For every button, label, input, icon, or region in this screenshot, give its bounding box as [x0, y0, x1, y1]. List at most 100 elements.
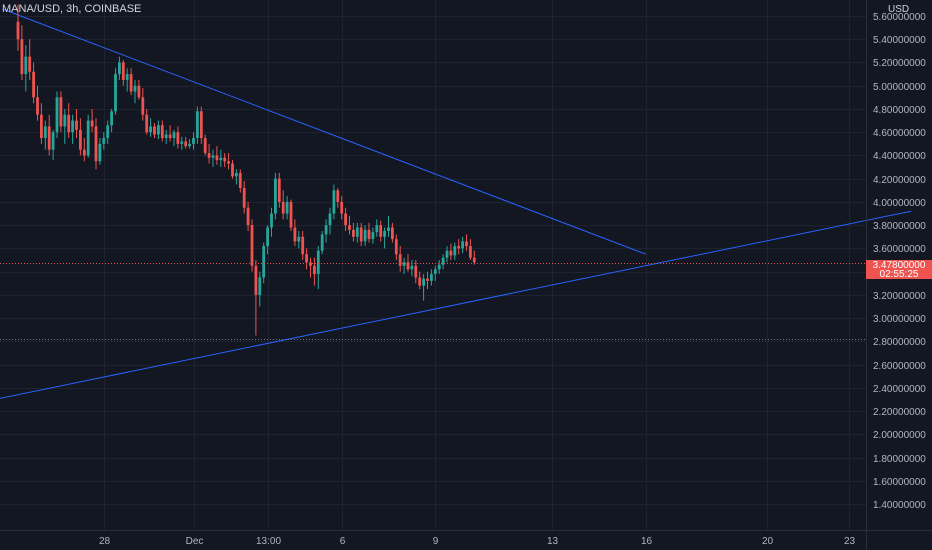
candle-body: [430, 273, 433, 281]
candle-body: [305, 254, 308, 263]
candle-body: [274, 178, 277, 214]
candle-body: [36, 97, 39, 115]
candle-body: [114, 74, 117, 112]
trendline: [2, 8, 647, 255]
candle-body: [67, 114, 71, 133]
candle-body: [164, 134, 168, 139]
candle-body: [133, 85, 137, 92]
y-tick-label: 2.00000000: [873, 430, 926, 441]
candle-body: [457, 246, 461, 249]
candle-body: [433, 269, 437, 274]
candle-body: [90, 120, 94, 127]
candle-body: [157, 125, 160, 135]
candle-body: [293, 227, 297, 242]
candle-body: [426, 278, 429, 281]
candle-body: [125, 74, 129, 80]
candle-body: [262, 246, 266, 278]
candle-body: [398, 254, 402, 266]
symbol-title[interactable]: MANA/USD, 3h, COINBASE: [2, 3, 142, 15]
candle-body: [422, 278, 425, 286]
candle-body: [336, 190, 340, 202]
candle-body: [313, 265, 316, 274]
x-tick-label: 6: [340, 536, 346, 547]
candle-body: [238, 172, 242, 188]
candle-body: [254, 265, 258, 295]
candle-body: [445, 250, 449, 258]
candle-body: [192, 138, 195, 144]
candle-body: [391, 227, 394, 240]
candle-body: [363, 229, 367, 242]
candle-body: [375, 225, 379, 233]
candle-body: [394, 239, 398, 255]
candle-body: [242, 187, 246, 208]
candle-body: [71, 120, 74, 133]
candle-body: [199, 111, 203, 139]
candle-body: [258, 277, 262, 295]
candle-body: [223, 157, 227, 162]
candles: [16, 4, 476, 336]
x-tick-label: 16: [641, 536, 653, 547]
candle-body: [168, 134, 172, 139]
y-tick-label: 3.20000000: [873, 291, 926, 302]
candle-body: [359, 227, 363, 242]
candle-body: [137, 85, 141, 98]
candle-body: [367, 229, 371, 240]
candle-body: [121, 62, 125, 80]
candle-body: [402, 262, 406, 266]
y-tick-label: 1.60000000: [873, 477, 926, 488]
candle-body: [98, 143, 102, 162]
candle-body: [51, 132, 55, 150]
candle-body: [28, 56, 32, 72]
candle-body: [55, 97, 59, 133]
candle-body: [270, 213, 273, 228]
candle-body: [145, 114, 149, 133]
candle-body: [160, 125, 164, 139]
candle-body: [348, 225, 351, 230]
candle-body: [379, 225, 383, 237]
y-tick-label: 2.80000000: [873, 337, 926, 348]
candle-body: [102, 138, 106, 144]
currency-label[interactable]: USD: [888, 4, 910, 15]
candle-body: [472, 257, 476, 263]
y-tick-label: 2.40000000: [873, 384, 926, 395]
candle-body: [406, 262, 410, 270]
candle-body: [47, 126, 51, 150]
candle-body: [79, 129, 82, 150]
x-tick-label: 13: [547, 536, 559, 547]
candle-body: [441, 257, 445, 265]
candle-body: [332, 190, 336, 214]
y-tick-label: 2.60000000: [873, 361, 926, 372]
candle-body: [149, 126, 152, 133]
trendline: [0, 210, 912, 399]
candle-body: [153, 126, 156, 135]
x-tick-label: 28: [99, 536, 111, 547]
candle-body: [465, 241, 468, 247]
candle-body: [266, 227, 269, 247]
x-tick-label: 9: [433, 536, 439, 547]
candle-body: [207, 153, 211, 158]
candle-body: [86, 120, 90, 156]
y-tick-label: 4.00000000: [873, 198, 926, 209]
candle-body: [328, 213, 332, 226]
candle-body: [316, 250, 320, 274]
y-tick-label: 3.00000000: [873, 314, 926, 325]
candle-body: [246, 207, 250, 226]
candle-body: [141, 97, 145, 115]
y-tick-label: 4.20000000: [873, 175, 926, 186]
trendlines[interactable]: [0, 8, 912, 399]
candle-body: [277, 178, 281, 202]
candle-body: [16, 21, 20, 40]
candle-body: [176, 132, 180, 144]
candle-body: [285, 201, 289, 214]
x-tick-label: 23: [844, 536, 856, 547]
candle-body: [437, 264, 441, 270]
candle-body: [172, 132, 176, 139]
y-tick-label: 3.80000000: [873, 221, 926, 232]
candle-body: [340, 201, 344, 214]
candle-body: [383, 230, 386, 237]
candle-body: [289, 201, 293, 228]
bar-countdown: 02:55:25: [879, 269, 919, 280]
candle-body: [301, 236, 305, 255]
